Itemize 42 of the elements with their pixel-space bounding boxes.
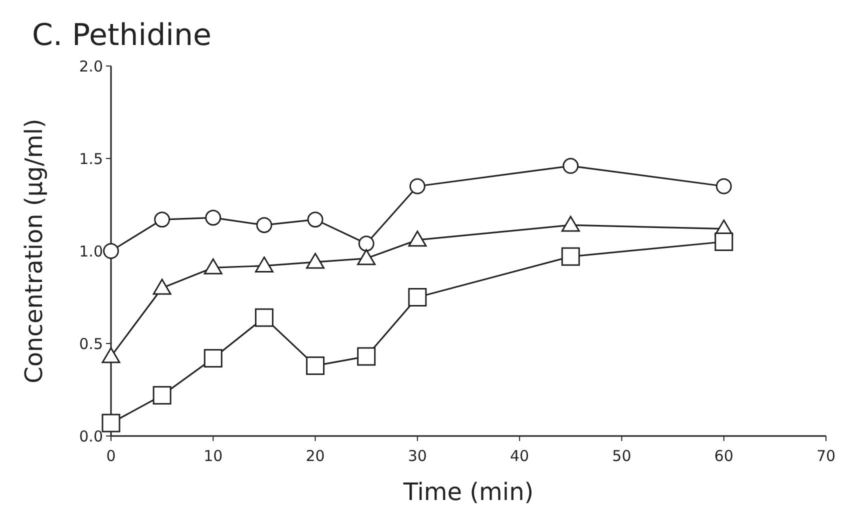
x-tick-label: 50: [612, 447, 632, 465]
point: [306, 356, 325, 375]
x-tick-label: 0: [106, 447, 116, 465]
y-tick-label: 0.5: [79, 334, 103, 353]
point: [561, 216, 580, 232]
point: [307, 212, 324, 228]
point: [205, 210, 222, 226]
x-tick-label: 10: [204, 447, 223, 465]
chart-title: C. Pethidine: [32, 18, 212, 53]
x-tick-label: 60: [714, 447, 734, 465]
point: [357, 249, 376, 266]
point: [154, 212, 170, 228]
point: [204, 349, 222, 368]
point: [562, 158, 579, 174]
point: [408, 230, 427, 247]
y-tick-label: 1.5: [79, 150, 103, 168]
x-tick-label: 70: [816, 447, 836, 465]
point: [409, 178, 426, 194]
point: [204, 258, 222, 274]
y-tick-label: 1.0: [79, 242, 103, 260]
point: [254, 256, 274, 272]
x-tick-label: 40: [510, 447, 530, 465]
x-axis-title: Time (min): [402, 478, 534, 506]
y-tick-label: 0.0: [79, 427, 103, 446]
point: [357, 347, 376, 366]
point: [561, 247, 580, 266]
point: [408, 288, 427, 306]
point: [152, 386, 172, 405]
point: [714, 232, 734, 251]
point: [358, 236, 374, 252]
point: [103, 243, 119, 259]
x-tick-label: 20: [306, 447, 325, 465]
point: [152, 278, 172, 295]
point: [254, 308, 274, 327]
x-tick-label: 30: [408, 447, 427, 465]
point: [256, 217, 272, 234]
point: [306, 252, 325, 269]
point: [716, 178, 732, 194]
point: [102, 347, 120, 364]
point: [102, 414, 120, 432]
y-axis-title: Concentration (μg/ml): [20, 118, 48, 384]
y-tick-label: 2.0: [79, 57, 103, 76]
